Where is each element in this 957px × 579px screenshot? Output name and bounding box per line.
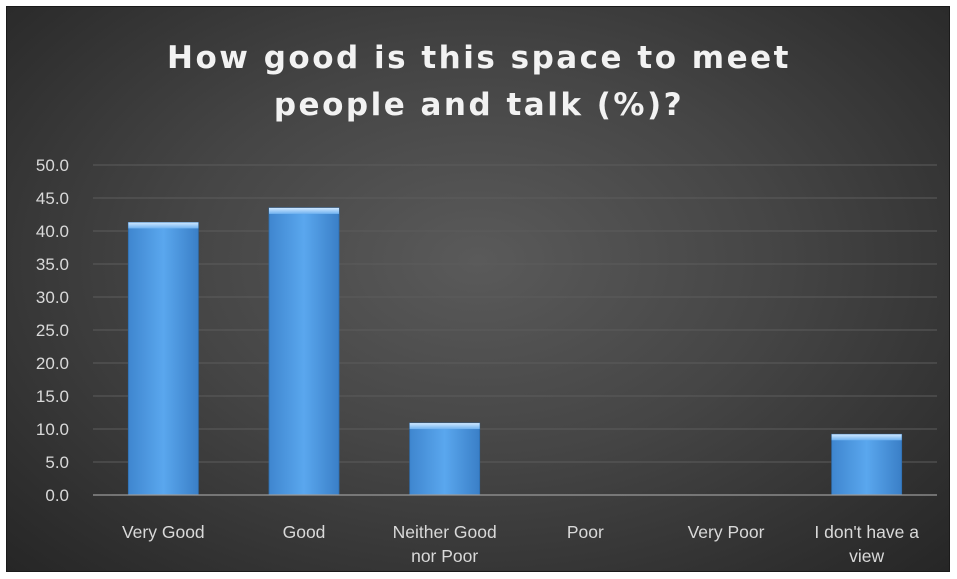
x-category-label: view [849, 546, 884, 566]
y-tick-label: 5.0 [45, 453, 69, 472]
bar-body [409, 422, 481, 496]
bar-highlight [269, 207, 339, 214]
bar-highlight [831, 434, 902, 441]
bar-body [831, 433, 903, 496]
bar [127, 222, 199, 496]
bar-highlight [128, 222, 199, 229]
bar [831, 433, 903, 496]
y-tick-label: 10.0 [36, 420, 69, 439]
y-tick-label: 0.0 [45, 486, 69, 505]
x-category-label: Very Poor [688, 522, 765, 542]
bars [127, 207, 903, 496]
y-tick-label: 15.0 [36, 387, 69, 406]
gridlines [93, 164, 937, 463]
y-axis-tick-labels: 0.0 5.0 10.0 15.0 20.0 25.0 30.0 35.0 40.0 45.0 50… [36, 156, 69, 505]
x-category-label: Poor [567, 522, 604, 542]
bar-highlight [409, 423, 480, 430]
bar-body [268, 207, 340, 496]
x-category-label: I don't have a [814, 522, 919, 542]
y-tick-label: 45.0 [36, 189, 69, 208]
y-tick-label: 25.0 [36, 321, 69, 340]
x-category-label: nor Poor [411, 546, 478, 566]
y-tick-label: 30.0 [36, 288, 69, 307]
x-category-label: Good [283, 522, 326, 542]
chart-title-line-1: How good is this space to meet [167, 40, 791, 76]
y-tick-label: 40.0 [36, 222, 69, 241]
bar [409, 422, 481, 496]
y-tick-label: 35.0 [36, 255, 69, 274]
chart-frame: How good is this space to meet people an… [6, 6, 950, 572]
y-tick-label: 20.0 [36, 354, 69, 373]
chart-title-line-2: people and talk (%)? [273, 87, 685, 123]
bar-chart: 0.0 5.0 10.0 15.0 20.0 25.0 30.0 35.0 40.0 45.0 50… [36, 156, 937, 566]
bar-body [127, 222, 199, 496]
x-category-label: Neither Good [393, 522, 497, 542]
chart-title: How good is this space to meet people an… [7, 35, 949, 129]
x-axis-category-labels: Very Good Good Neither Good nor Poor Poor Ver… [122, 522, 919, 566]
x-category-label: Very Good [122, 522, 205, 542]
y-tick-label: 50.0 [36, 156, 69, 175]
bar [268, 207, 340, 496]
